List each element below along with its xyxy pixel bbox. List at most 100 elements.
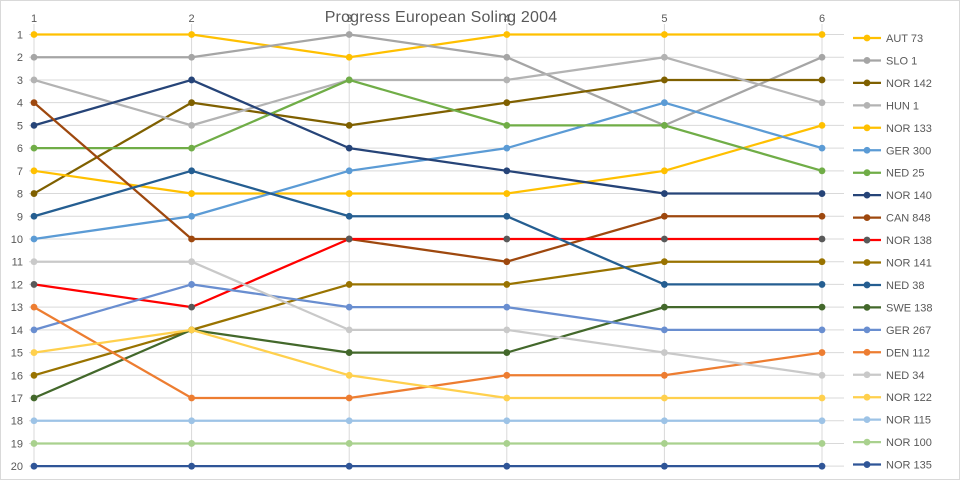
data-point-marker: [818, 303, 826, 311]
data-point-marker: [30, 76, 38, 84]
data-point-marker: [30, 99, 38, 107]
data-point-marker: [503, 235, 511, 243]
data-point-marker: [503, 167, 511, 175]
data-point-marker: [345, 76, 353, 84]
data-point-marker: [345, 303, 353, 311]
x-tick-label: 6: [819, 13, 825, 25]
legend-swatch-marker: [863, 416, 871, 424]
data-point-marker: [503, 99, 511, 107]
x-axis-tick-labels: 1 2 3 4 5 6: [31, 13, 825, 25]
series-line: [32, 124, 824, 195]
y-tick-label: 16: [11, 370, 23, 382]
data-point-marker: [30, 190, 38, 197]
legend-label: NOR 138: [886, 235, 932, 247]
series-ger-267: [30, 281, 826, 334]
data-point-marker: [188, 440, 196, 447]
data-point-marker: [661, 394, 668, 402]
series-nor-140: [30, 76, 826, 197]
data-point-marker: [503, 53, 511, 61]
legend-item-slo-1: SLO 1: [853, 55, 917, 67]
series-line: [32, 78, 824, 172]
data-point-marker: [503, 371, 511, 379]
y-tick-label: 15: [11, 348, 23, 360]
data-point-marker: [661, 462, 668, 470]
legend-swatch-marker: [863, 169, 871, 177]
series-line: [32, 169, 824, 286]
x-tick-label: 2: [189, 13, 195, 25]
data-point-marker: [30, 121, 38, 129]
data-point-marker: [30, 440, 38, 447]
legend-item-nor-122: NOR 122: [853, 392, 932, 404]
data-point-marker: [30, 235, 38, 243]
series-line: [32, 56, 824, 127]
data-point-marker: [661, 417, 668, 425]
legend-label: NOR 122: [886, 392, 932, 404]
data-point-marker: [30, 258, 38, 266]
data-point-marker: [30, 167, 38, 175]
data-point-marker: [345, 235, 353, 243]
data-point-marker: [345, 417, 353, 425]
data-point-marker: [30, 31, 38, 38]
legend-item-can-848: CAN 848: [853, 213, 931, 225]
legend-swatch-marker: [863, 146, 871, 154]
legend-item-nor-100: NOR 100: [853, 437, 932, 449]
data-point-marker: [345, 212, 353, 220]
data-point-marker: [188, 462, 196, 470]
vertical-gridlines: [33, 24, 823, 467]
legend: AUT 73 SLO 1 NOR 142 HUN 1 NOR 133 GER 300 NED…: [853, 33, 932, 472]
data-point-marker: [818, 349, 826, 356]
data-point-marker: [818, 76, 826, 84]
y-tick-label: 20: [11, 461, 23, 473]
legend-item-swe-138: SWE 138: [853, 302, 932, 314]
data-point-marker: [30, 144, 38, 152]
data-point-marker: [818, 144, 826, 152]
y-tick-label: 6: [17, 143, 23, 155]
series-line: [32, 260, 824, 377]
series-nor-115: [30, 417, 826, 425]
data-point-marker: [503, 462, 511, 470]
legend-item-ned-25: NED 25: [853, 168, 925, 180]
data-series-lines: [30, 31, 826, 470]
y-tick-label: 7: [17, 166, 23, 178]
y-tick-label: 9: [17, 211, 23, 223]
data-point-marker: [503, 76, 511, 84]
y-tick-label: 18: [11, 416, 23, 428]
data-point-marker: [345, 281, 353, 288]
data-point-marker: [30, 212, 38, 220]
y-tick-label: 1: [17, 30, 23, 42]
y-tick-label: 14: [11, 325, 23, 337]
data-point-marker: [661, 326, 668, 334]
legend-swatch-marker: [863, 57, 871, 64]
data-point-marker: [503, 212, 511, 220]
legend-swatch-marker: [863, 214, 871, 222]
legend-label: NOR 100: [886, 437, 932, 449]
legend-label: DEN 112: [886, 347, 930, 359]
data-point-marker: [503, 326, 511, 334]
data-point-marker: [818, 99, 826, 107]
data-point-marker: [345, 349, 353, 356]
legend-item-ned-34: NED 34: [853, 370, 925, 382]
legend-swatch-marker: [863, 326, 871, 334]
legend-label: SWE 138: [886, 302, 932, 314]
y-tick-label: 10: [11, 234, 23, 246]
horizontal-gridlines: [29, 34, 844, 467]
legend-item-ger-267: GER 267: [853, 325, 931, 337]
data-point-marker: [503, 440, 511, 447]
data-point-marker: [661, 303, 668, 311]
data-point-marker: [188, 417, 196, 425]
series-line: [32, 33, 824, 127]
data-point-marker: [30, 53, 38, 61]
x-tick-label: 3: [346, 13, 352, 25]
series-line: [32, 283, 824, 331]
series-nor-141: [30, 258, 826, 379]
y-tick-label: 8: [17, 189, 23, 201]
data-point-marker: [188, 326, 196, 334]
data-point-marker: [30, 303, 38, 311]
legend-swatch-marker: [863, 348, 871, 356]
legend-swatch-marker: [863, 124, 871, 132]
data-point-marker: [503, 349, 511, 356]
data-point-marker: [818, 371, 826, 379]
data-point-marker: [661, 440, 668, 447]
data-point-marker: [188, 281, 196, 288]
data-point-marker: [345, 394, 353, 402]
